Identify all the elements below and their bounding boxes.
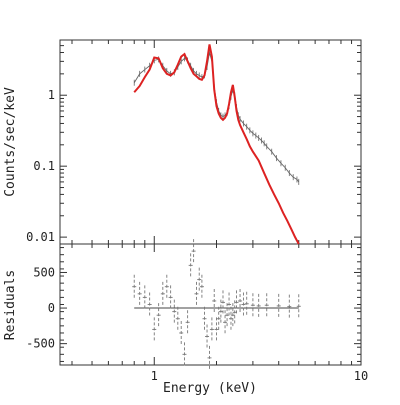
spectrum-y-tick-label: 1 [48, 88, 55, 102]
spectrum-series-group [133, 44, 300, 245]
x-axis-title: Energy (keV) [163, 381, 257, 396]
x-ticks: 1 10 [71, 40, 368, 383]
spectrum-model-series [133, 44, 300, 245]
residuals-y-tick-label: 500 [33, 265, 55, 279]
residuals-y-tick-label: -500 [26, 337, 55, 351]
spectrum-y-axis-title: Counts/sec/keV [3, 87, 18, 197]
x-tick-label: 1 [151, 369, 158, 383]
residuals-y-tick-label: 0 [48, 301, 55, 315]
residuals-y-axis-title: Residuals [3, 270, 18, 340]
residuals-y-ticks: -500 0 500 [26, 247, 361, 362]
spectrum-y-tick-label: 0.01 [26, 230, 55, 244]
spectrum-y-tick-label: 0.1 [33, 159, 55, 173]
residuals-series-group [132, 239, 301, 370]
spectrum-y-ticks: 0.01 0.1 1 [26, 39, 361, 244]
x-tick-label: 10 [354, 369, 368, 383]
